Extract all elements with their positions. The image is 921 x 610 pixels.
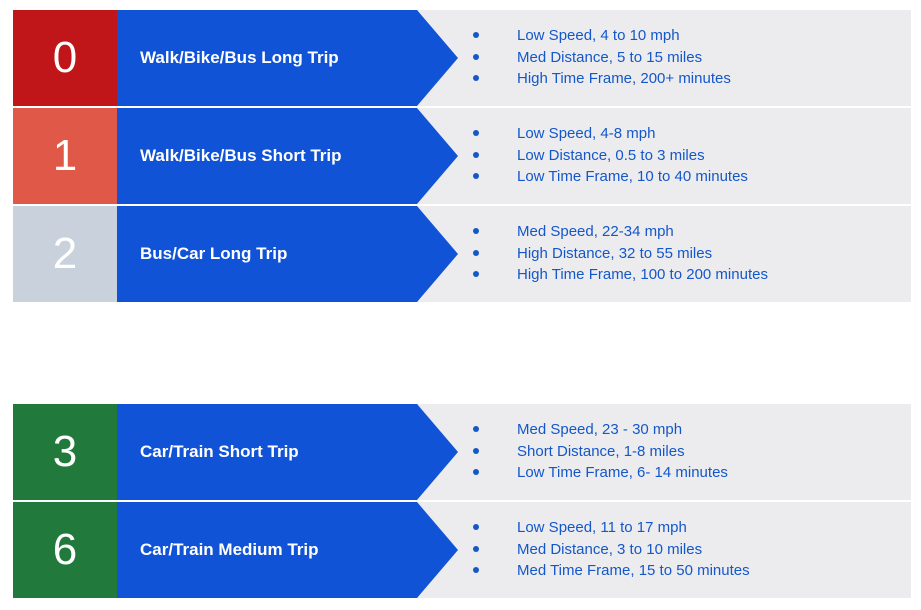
attribute-list: Med Speed, 22-34 mph High Distance, 32 t… bbox=[473, 221, 768, 286]
bullet-icon bbox=[473, 426, 479, 432]
bullet-icon bbox=[473, 228, 479, 234]
attribute-item: High Time Frame, 200+ minutes bbox=[473, 68, 731, 90]
category-title: Car/Train Short Trip bbox=[140, 442, 299, 461]
category-number: 6 bbox=[13, 502, 117, 598]
category-number: 2 bbox=[13, 206, 117, 302]
category-arrow bbox=[117, 404, 458, 500]
bullet-icon bbox=[473, 249, 479, 256]
bullet-icon bbox=[473, 524, 479, 530]
category-arrow bbox=[117, 10, 458, 106]
bullet-icon bbox=[473, 447, 479, 454]
category-title: Bus/Car Long Trip bbox=[140, 244, 288, 263]
bullet-icon bbox=[473, 130, 479, 136]
category-number: 0 bbox=[13, 10, 117, 106]
category-row-2: 2 Bus/Car Long Trip Med Speed, 22-34 mph… bbox=[13, 206, 911, 302]
attribute-item: Low Speed, 4 to 10 mph bbox=[473, 25, 731, 47]
category-title: Walk/Bike/Bus Short Trip bbox=[140, 146, 342, 165]
attribute-item: Med Time Frame, 15 to 50 minutes bbox=[473, 560, 750, 582]
attribute-list: Low Speed, 4-8 mph Low Distance, 0.5 to … bbox=[473, 123, 748, 188]
attribute-item: Low Time Frame, 10 to 40 minutes bbox=[473, 166, 748, 188]
category-row-6: 6 Car/Train Medium Trip Low Speed, 11 to… bbox=[13, 502, 911, 598]
attribute-item: Med Speed, 22-34 mph bbox=[473, 221, 768, 243]
category-title: Car/Train Medium Trip bbox=[140, 540, 319, 559]
category-row-0: 0 Walk/Bike/Bus Long Trip Low Speed, 4 t… bbox=[13, 10, 911, 106]
attribute-item: Med Distance, 3 to 10 miles bbox=[473, 539, 750, 561]
category-number: 3 bbox=[13, 404, 117, 500]
attribute-list: Med Speed, 23 - 30 mph Short Distance, 1… bbox=[473, 419, 728, 484]
bullet-icon bbox=[473, 545, 479, 552]
bullet-icon bbox=[473, 75, 479, 82]
attribute-list: Low Speed, 4 to 10 mph Med Distance, 5 t… bbox=[473, 25, 731, 90]
bullet-icon bbox=[473, 173, 479, 180]
bullet-icon bbox=[473, 151, 479, 158]
attribute-item: High Distance, 32 to 55 miles bbox=[473, 243, 768, 265]
category-number: 1 bbox=[13, 108, 117, 204]
category-row-3: 3 Car/Train Short Trip Med Speed, 23 - 3… bbox=[13, 404, 911, 500]
attribute-list: Low Speed, 11 to 17 mph Med Distance, 3 … bbox=[473, 517, 750, 582]
bullet-icon bbox=[473, 567, 479, 574]
bullet-icon bbox=[473, 53, 479, 60]
attribute-item: Low Speed, 11 to 17 mph bbox=[473, 517, 750, 539]
attribute-item: Med Speed, 23 - 30 mph bbox=[473, 419, 728, 441]
category-title: Walk/Bike/Bus Long Trip bbox=[140, 48, 339, 67]
bullet-icon bbox=[473, 469, 479, 476]
category-arrow bbox=[117, 502, 458, 598]
attribute-item: Low Speed, 4-8 mph bbox=[473, 123, 748, 145]
attribute-item: Med Distance, 5 to 15 miles bbox=[473, 47, 731, 69]
attribute-item: Low Time Frame, 6- 14 minutes bbox=[473, 462, 728, 484]
bullet-icon bbox=[473, 32, 479, 38]
attribute-item: High Time Frame, 100 to 200 minutes bbox=[473, 264, 768, 286]
bullet-icon bbox=[473, 271, 479, 278]
category-row-1: 1 Walk/Bike/Bus Short Trip Low Speed, 4-… bbox=[13, 108, 911, 204]
attribute-item: Low Distance, 0.5 to 3 miles bbox=[473, 145, 748, 167]
category-arrow bbox=[117, 108, 458, 204]
attribute-item: Short Distance, 1-8 miles bbox=[473, 441, 728, 463]
category-arrow bbox=[117, 206, 458, 302]
